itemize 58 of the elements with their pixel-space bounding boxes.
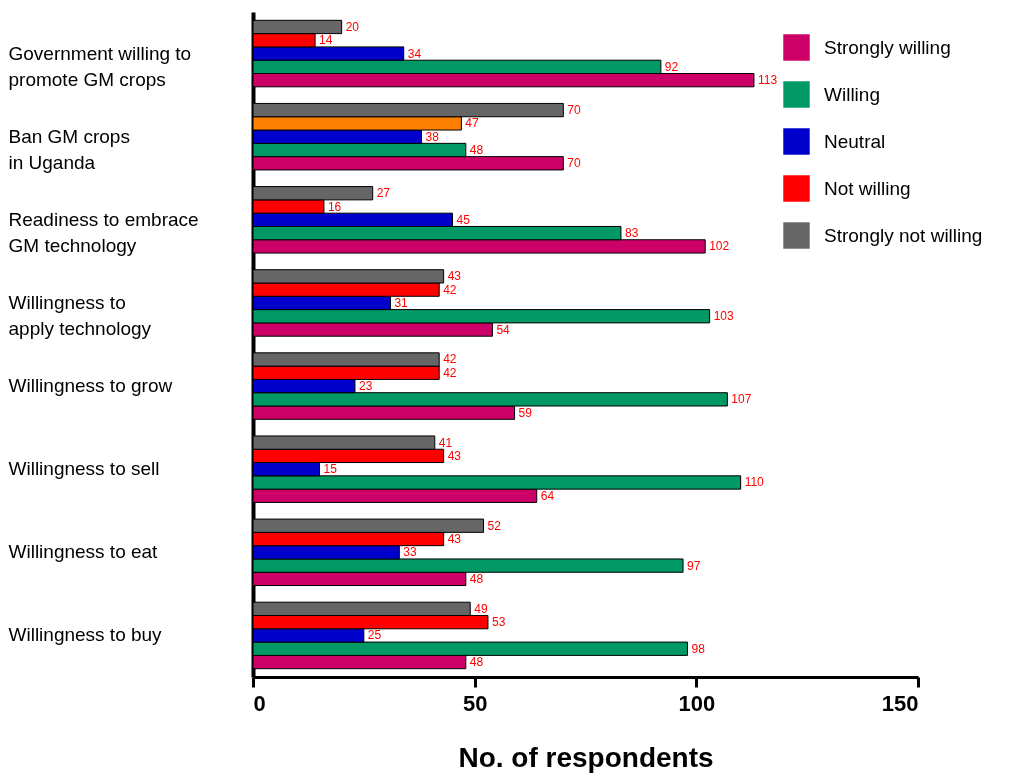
y-tick-label: Willingness to grow [8, 375, 173, 397]
x-tick-label: 0 [253, 690, 266, 716]
x-tick-label: 50 [462, 690, 488, 716]
y-tick-label: Willingness to apply technology [8, 291, 152, 339]
data-label: 98 [691, 641, 706, 656]
data-label: 48 [469, 142, 484, 157]
data-label: 83 [624, 226, 639, 241]
legend-label: Strongly not willing [824, 224, 983, 246]
data-label: 110 [744, 475, 765, 490]
data-label: 52 [487, 518, 502, 533]
y-tick-label: Willingness to sell [8, 458, 160, 480]
legend-label: Neutral [824, 130, 886, 152]
data-label: 33 [403, 545, 417, 560]
data-label: 16 [327, 199, 342, 214]
data-label: 31 [394, 295, 409, 310]
data-label: 43 [447, 532, 462, 547]
data-label: 49 [474, 601, 488, 616]
data-label: 70 [567, 156, 582, 171]
data-label: 103 [713, 309, 734, 324]
data-label: 54 [496, 322, 511, 337]
data-label: 102 [709, 239, 730, 254]
data-label: 20 [345, 19, 360, 34]
data-label: 107 [731, 392, 752, 407]
x-tick-label: 100 [678, 690, 716, 716]
data-label: 42 [443, 282, 457, 297]
data-label: 92 [664, 59, 679, 74]
data-label: 97 [687, 558, 701, 573]
data-label: 23 [358, 379, 373, 394]
data-label: 64 [540, 488, 555, 503]
legend-label: Strongly willing [824, 36, 951, 58]
x-axis-title: No. of respondents [458, 741, 714, 773]
data-label: 41 [438, 435, 453, 450]
data-label: 43 [447, 269, 462, 284]
data-label: 15 [323, 462, 338, 477]
y-tick-label: Ban GM crops in Uganda [8, 125, 130, 173]
data-label: 34 [407, 46, 422, 61]
legend-label: Not willing [824, 177, 911, 199]
data-label: 25 [367, 628, 382, 643]
data-label: 42 [443, 365, 457, 380]
legend-label: Willing [824, 83, 880, 105]
data-label: 48 [469, 655, 484, 670]
data-label: 48 [469, 571, 484, 586]
data-label: 38 [425, 129, 440, 144]
data-label: 47 [465, 116, 480, 131]
data-label: 14 [319, 33, 333, 48]
data-label: 42 [443, 352, 457, 367]
data-label: 45 [456, 212, 471, 227]
x-tick-label: 150 [881, 690, 919, 716]
data-label: 43 [447, 448, 462, 463]
data-label: 59 [518, 405, 533, 420]
data-label: 70 [567, 103, 582, 118]
y-tick-label: Readiness to embrace GM technology [8, 208, 199, 256]
y-tick-label: Willingness to buy [8, 624, 163, 646]
y-tick-label: Willingness to eat [8, 541, 159, 563]
data-label: 27 [376, 186, 391, 201]
data-label: 53 [491, 615, 506, 630]
y-tick-label: Government willing to promote GM crops [8, 42, 192, 90]
data-label: 113 [757, 73, 778, 88]
